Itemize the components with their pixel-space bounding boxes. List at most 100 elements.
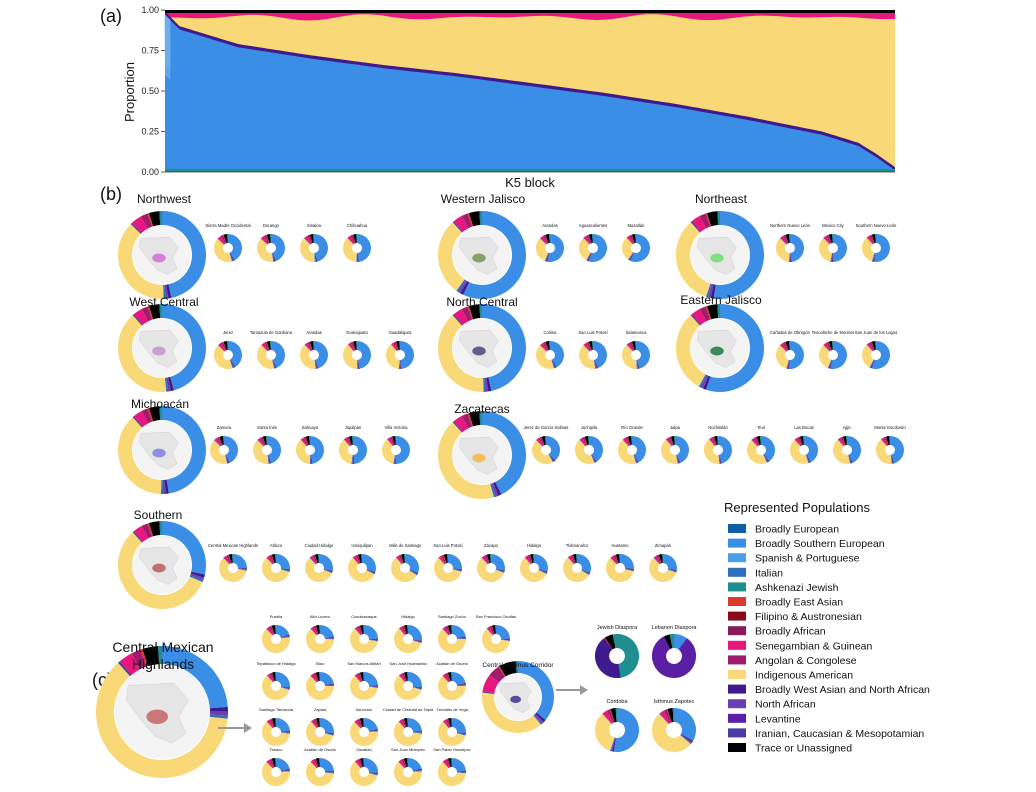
slice-trace <box>658 554 663 564</box>
region-donut <box>675 211 764 299</box>
slice-iranian <box>567 557 574 565</box>
slice-west-asian <box>280 731 290 733</box>
slice-southern-european <box>491 554 505 571</box>
sub-donut <box>747 436 775 464</box>
donut-hole <box>359 727 369 737</box>
slice-east-asian <box>348 436 352 446</box>
donut-hole <box>223 243 233 253</box>
slice-angolan <box>625 436 631 446</box>
slice-southern-european <box>871 341 890 369</box>
donut-hole <box>842 445 852 455</box>
slice-senegambian <box>218 342 226 352</box>
sub-donut <box>652 707 697 752</box>
slice-north-african <box>538 569 548 574</box>
slice-southern-european <box>847 436 862 463</box>
slice-southern-european <box>233 554 247 569</box>
sub-donut <box>348 554 376 582</box>
region-label: Mazatlán <box>628 223 646 228</box>
region-label: West Central <box>129 295 198 309</box>
region-label: San Luis Potosí <box>433 543 463 548</box>
sub-donut <box>579 234 607 262</box>
slice-indigenous <box>262 761 290 787</box>
slice-angolan <box>461 306 473 322</box>
slice-indigenous <box>262 721 290 746</box>
slice-trace <box>401 554 405 564</box>
slice-indigenous <box>676 315 706 387</box>
region-label: Jerez <box>223 330 233 335</box>
donut-hole <box>271 767 281 777</box>
slice-southern-european <box>320 625 334 639</box>
slice-indigenous <box>622 237 634 260</box>
slice-west-asian <box>680 733 694 743</box>
region-donut <box>117 211 207 299</box>
slice-angolan <box>797 436 803 446</box>
slice-ashkenazi <box>399 341 400 351</box>
slice-italian <box>324 733 334 736</box>
slice-iranian <box>354 675 361 683</box>
slice-ashkenazi <box>158 646 162 665</box>
slice-east-asian <box>658 554 662 564</box>
slice-italian <box>788 252 790 262</box>
slice-senegambian <box>399 626 406 636</box>
legend-swatch <box>728 670 746 679</box>
slice-southern-european <box>276 758 290 771</box>
slice-east-asian <box>219 436 223 446</box>
slice-angolan <box>350 341 356 351</box>
slice-iranian <box>266 674 273 683</box>
region-label: Hidalgo <box>527 543 542 548</box>
slice-trace <box>403 718 408 728</box>
slice-senegambian <box>133 308 149 325</box>
sub-donut <box>262 718 290 746</box>
slice-east-asian <box>271 758 275 768</box>
slice-west-asian <box>310 454 313 464</box>
slice-west-asian <box>237 568 247 570</box>
slice-trace <box>272 672 276 682</box>
slice-east-asian <box>315 625 319 635</box>
slice-west-asian <box>366 569 376 574</box>
donut-hole <box>588 350 598 360</box>
slice-indigenous <box>437 422 494 500</box>
slice-indigenous <box>652 713 691 752</box>
slice-ashkenazi <box>404 554 405 564</box>
region-label: Alto Lucero <box>310 614 331 619</box>
region-label: Teocaltiche de Morelos <box>812 330 855 335</box>
slice-ashkenazi <box>319 672 320 682</box>
slice-italian <box>624 568 634 572</box>
legend-swatch <box>728 611 746 621</box>
slice-italian <box>225 454 228 464</box>
slice-east-asian <box>309 234 313 244</box>
donut-hole <box>545 243 555 253</box>
slice-senegambian <box>691 215 707 232</box>
region-label: Jalpa <box>670 425 681 430</box>
slice-trace <box>756 436 761 446</box>
region-label: San Marcos Atitlán <box>347 661 380 666</box>
donut-hole <box>315 681 325 691</box>
slice-southern-european <box>400 341 415 369</box>
slice-north-african <box>458 280 468 294</box>
donut-hole <box>219 445 229 455</box>
slice-angolan <box>401 625 407 635</box>
slice-trace <box>314 554 319 564</box>
slice-west-asian <box>806 454 811 463</box>
slice-senegambian <box>623 437 630 447</box>
slice-ashkenazi <box>407 718 408 728</box>
slice-west-asian <box>594 359 598 369</box>
donut-hole <box>228 563 238 573</box>
slice-ashkenazi <box>356 234 357 244</box>
slice-angolan <box>141 523 153 539</box>
slice-north-african <box>805 454 810 464</box>
slice-east-asian <box>447 758 451 768</box>
slice-trace <box>404 672 408 682</box>
x-axis-label: K5 block <box>505 175 555 190</box>
slice-trace <box>610 708 617 723</box>
slice-senegambian <box>442 626 450 636</box>
slice-southern-european <box>276 672 290 688</box>
slice-north-african <box>456 732 466 735</box>
slice-north-african <box>280 732 290 734</box>
sub-donut <box>649 554 678 582</box>
slice-iranian <box>486 628 493 636</box>
slice-trace <box>842 436 847 446</box>
slice-trace <box>529 554 534 564</box>
slice-ashkenazi <box>395 436 396 446</box>
slice-east-asian <box>529 554 533 564</box>
